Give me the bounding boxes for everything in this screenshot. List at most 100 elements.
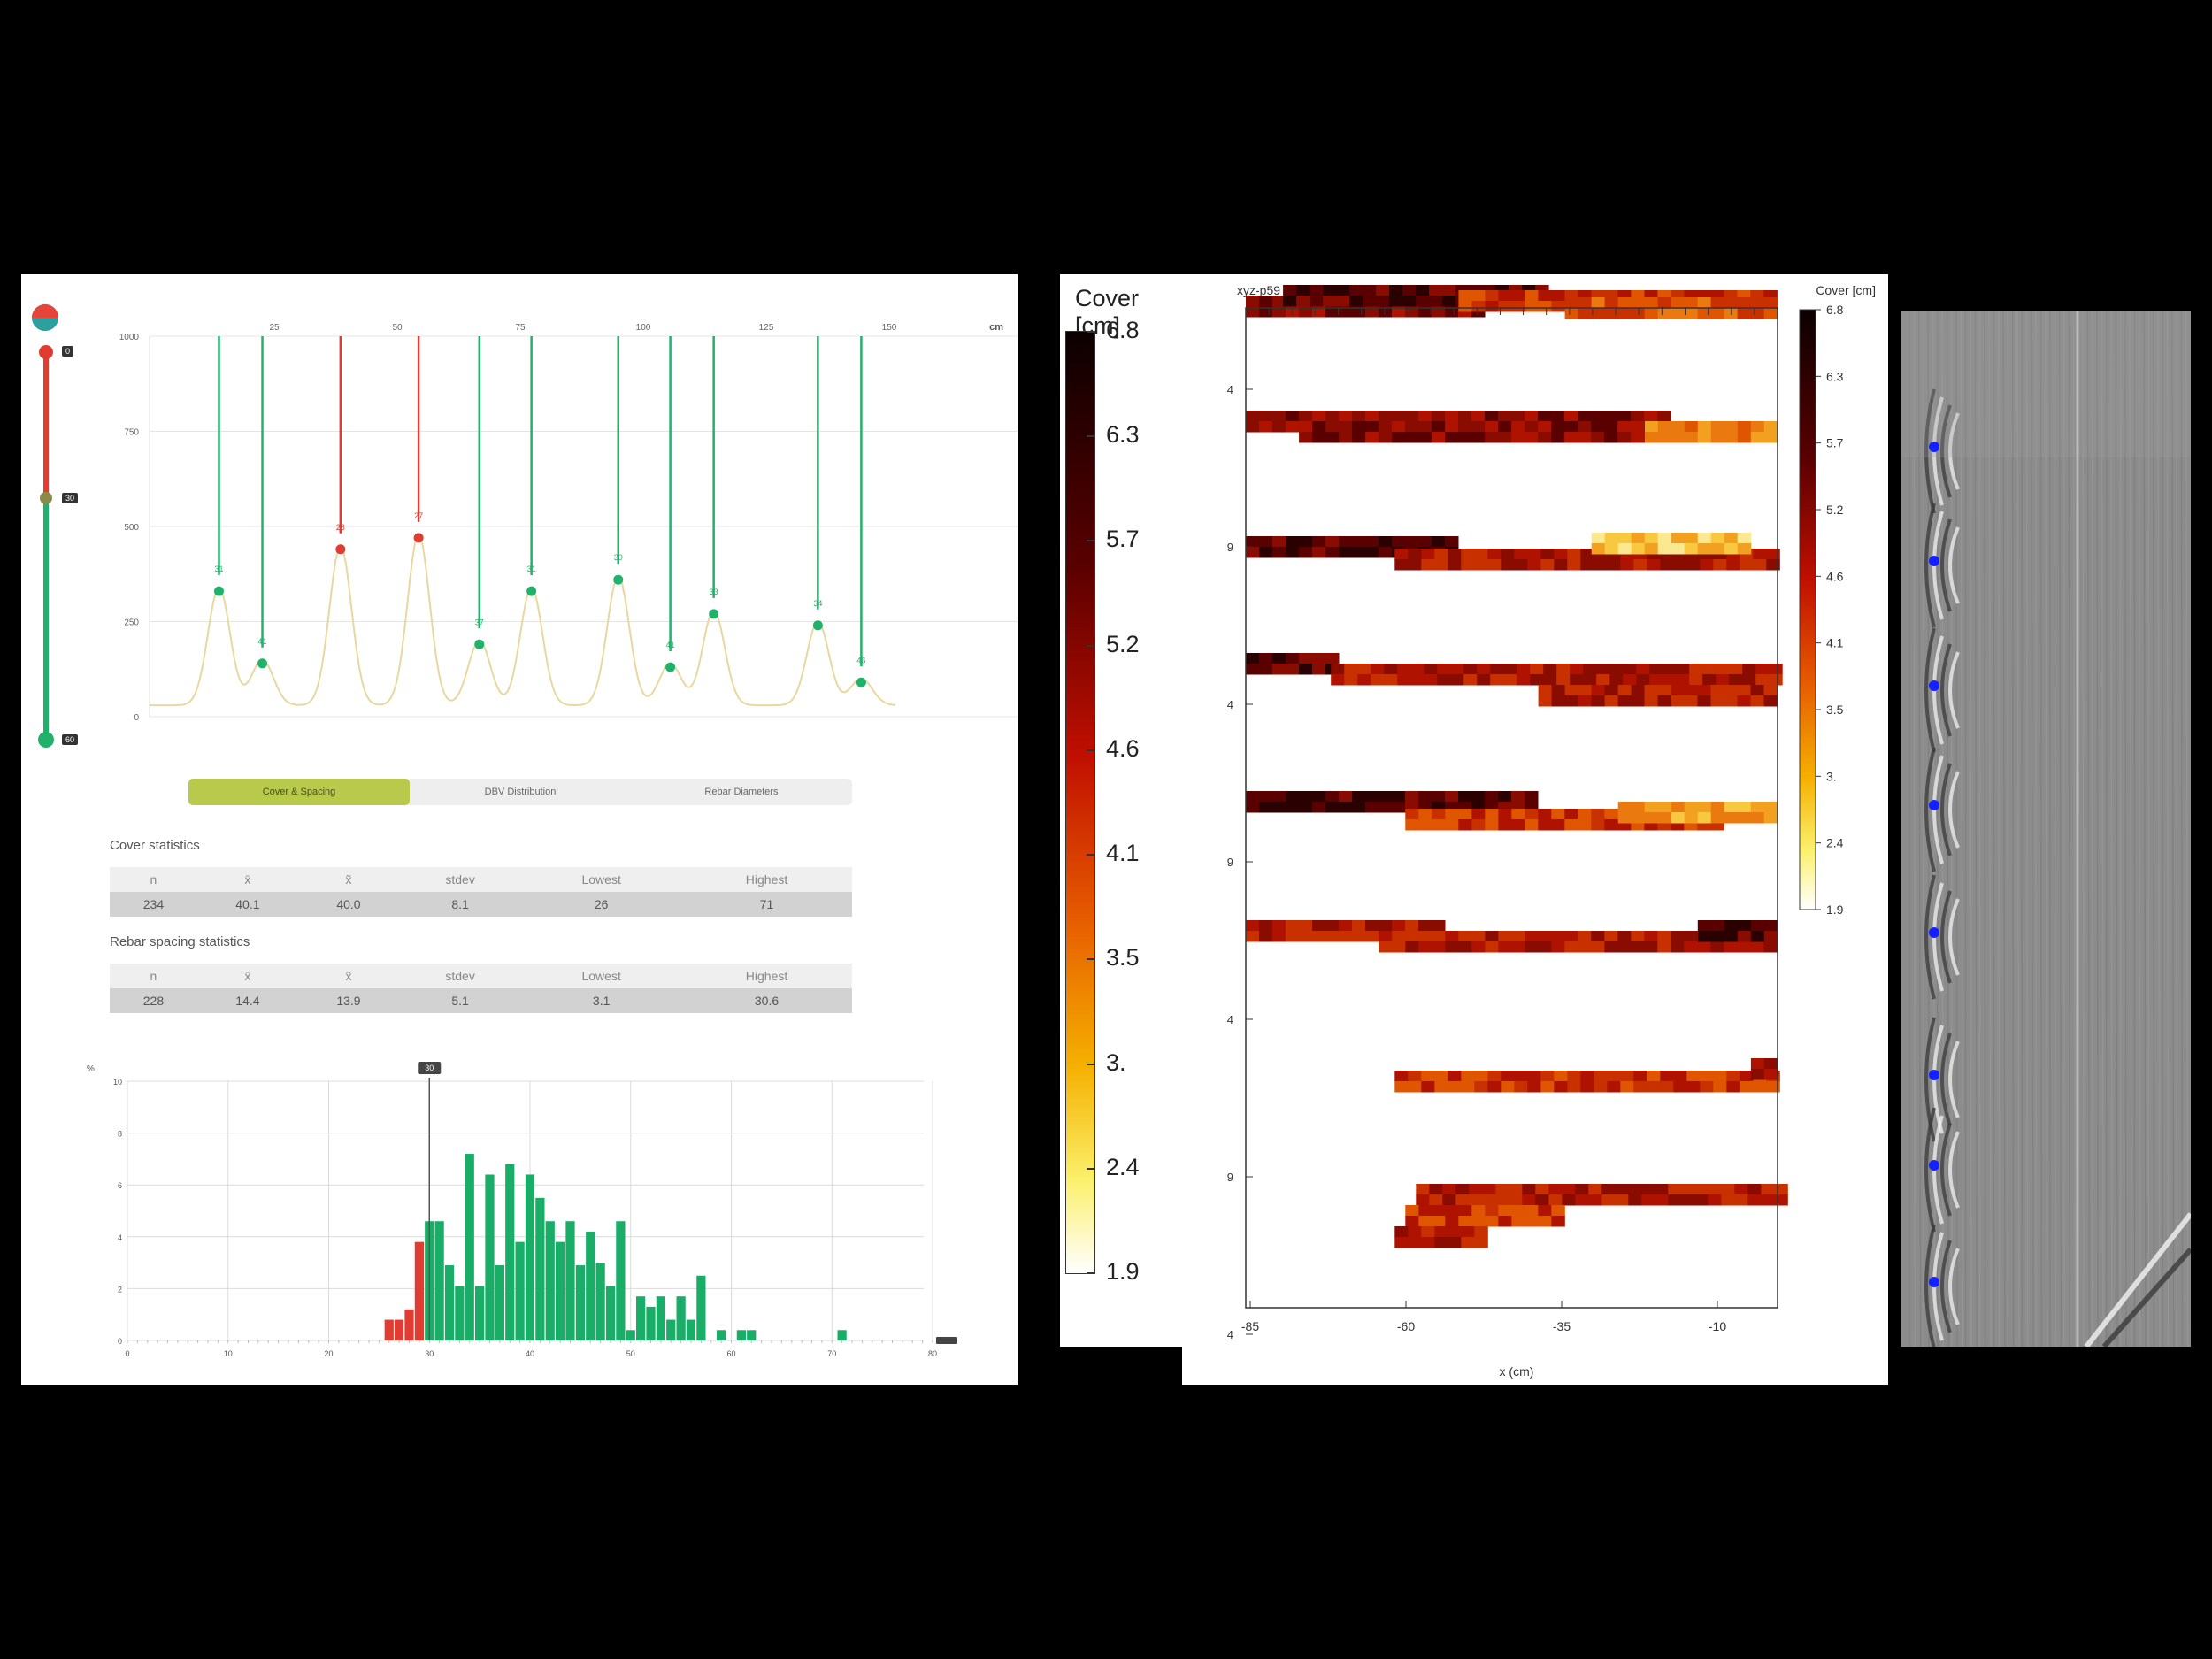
cover-cell [1299, 536, 1313, 548]
trace-line [2166, 311, 2170, 1347]
hyperbola-arc [1948, 651, 1960, 729]
cover-cell [1259, 411, 1273, 422]
cover-cell [1570, 664, 1584, 675]
rebar-marker-dot [665, 662, 676, 672]
map-x-tick-label: -60 [1397, 1319, 1415, 1333]
cover-cell [1511, 809, 1525, 820]
cover-cell [1448, 1081, 1462, 1093]
cover-cell [1527, 549, 1541, 560]
cover-cell [1763, 421, 1778, 433]
cover-cell [1578, 695, 1593, 707]
cover-threshold-slider[interactable]: 0 30 60 [32, 345, 85, 748]
cover-cell [1429, 296, 1443, 307]
col-header: stdev [398, 867, 522, 892]
cover-cell [1402, 296, 1417, 307]
rebar-marker-label: 41 [666, 641, 675, 649]
cover-cell [1525, 1216, 1539, 1227]
histogram-y-unit: % [87, 1064, 95, 1074]
cover-cell [1405, 421, 1419, 433]
cover-cell [1617, 941, 1632, 953]
cover-cell [1766, 549, 1780, 560]
hyperbola-arc [1940, 763, 1952, 856]
cover-cell [1339, 536, 1353, 548]
cover-cell [1325, 411, 1340, 422]
cover-cell [1379, 421, 1393, 433]
tab-cover-spacing[interactable]: Cover & Spacing [188, 779, 410, 805]
cover-cell [1604, 931, 1618, 942]
cover-cell [1432, 536, 1446, 548]
cover-cell [1710, 297, 1725, 309]
cover-cell [1647, 1071, 1661, 1082]
cover-cell [1392, 802, 1406, 813]
cover-cell [1671, 533, 1686, 544]
cover-cell [1554, 1071, 1568, 1082]
cover-cell [1697, 421, 1712, 433]
cover-cell [1631, 308, 1646, 319]
cover-cell [1609, 664, 1624, 675]
cover-cell [1259, 931, 1273, 942]
cover-cell [1591, 931, 1605, 942]
hyperbola-arc [1924, 747, 1936, 872]
cover-cell [1591, 941, 1605, 953]
cover-cell [1684, 421, 1699, 433]
col-header: n [110, 867, 197, 892]
stat-value: 234 [110, 892, 197, 917]
rebar-marker-label: 27 [414, 511, 423, 520]
cover-cell [1657, 308, 1672, 319]
cover-cell [1272, 411, 1286, 422]
cover-cell [1689, 674, 1703, 686]
cover-cell [1365, 547, 1379, 558]
cover-cell [1365, 791, 1379, 803]
cover-cell [1551, 931, 1565, 942]
cover-cell [1448, 549, 1462, 560]
col-header: Lowest [521, 867, 682, 892]
cover-cell [1564, 411, 1578, 422]
cover-cell [1617, 802, 1632, 813]
cover-cell [1755, 674, 1770, 686]
histogram-bar [586, 1231, 595, 1340]
cover-cell [1405, 411, 1419, 422]
cover-cell [1548, 1184, 1563, 1195]
cover-cell [1376, 296, 1390, 307]
cover-cell [1394, 559, 1409, 571]
cover-cell [1405, 536, 1419, 548]
cover-cell [1556, 674, 1571, 686]
cover-cell [1740, 559, 1754, 571]
cover-cell [1458, 421, 1472, 433]
cover-cell [1405, 1216, 1419, 1227]
cover-cell [1737, 308, 1752, 319]
tab-dbv-distribution[interactable]: DBV Distribution [484, 787, 557, 797]
cover-cell [1405, 1205, 1419, 1217]
cover-cell [1389, 285, 1403, 296]
cover-cell [1352, 432, 1366, 443]
small-colorbar-tick-label: 6.3 [1826, 369, 1844, 383]
cover-cell [1246, 306, 1260, 318]
cover-cell [1458, 290, 1472, 302]
cover-cell [1471, 819, 1486, 831]
rebar-marker-label: 37 [475, 618, 484, 626]
cover-cell [1633, 1071, 1647, 1082]
cover-cell [1432, 931, 1446, 942]
cover-cell [1641, 1194, 1655, 1206]
slider-top-handle[interactable] [39, 345, 53, 359]
cover-cell [1671, 812, 1686, 824]
cover-cell [1617, 695, 1632, 707]
trace-line [2157, 311, 2161, 1347]
colorbar-tick-label: 5.7 [1106, 526, 1140, 553]
histogram-bar [475, 1286, 485, 1340]
cover-cell [1604, 819, 1618, 831]
cover-cell [1750, 297, 1765, 309]
cover-cell [1551, 941, 1565, 953]
cover-cell [1540, 1071, 1555, 1082]
cover-cell [1660, 559, 1674, 571]
cover-cell [1620, 1071, 1634, 1082]
cover-cell [1538, 290, 1552, 302]
slider-bottom-handle[interactable] [38, 732, 54, 748]
slider-track-low [43, 349, 49, 497]
tab-rebar-diameters[interactable]: Rebar Diameters [704, 787, 779, 797]
slider-mid-handle[interactable] [40, 492, 52, 504]
cover-cell [1607, 1081, 1621, 1093]
histogram-bar [605, 1286, 616, 1340]
colorbar-tick-mark [1087, 644, 1095, 647]
cover-cell [1644, 411, 1658, 422]
